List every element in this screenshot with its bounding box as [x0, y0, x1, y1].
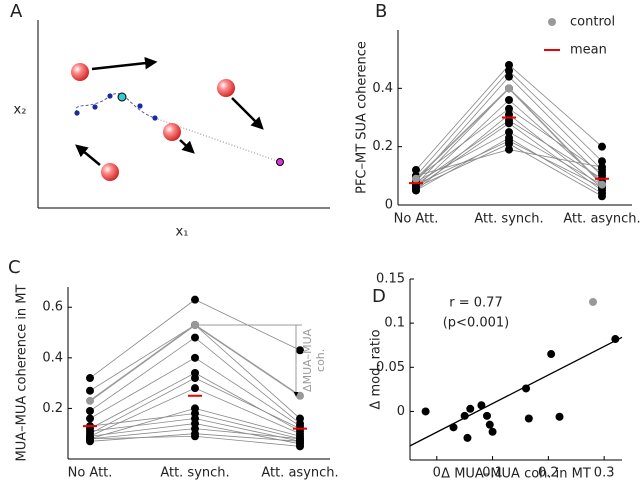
- y-tick-label: 0: [385, 198, 393, 213]
- panel-a: A x₂ x₁: [10, 1, 330, 240]
- point: [191, 333, 199, 342]
- end-dot: [276, 158, 284, 166]
- point: [588, 297, 597, 306]
- point: [485, 420, 494, 429]
- point: [477, 401, 486, 410]
- y-label: PFC–MT SUA coherence: [355, 41, 370, 194]
- point: [598, 163, 606, 172]
- point: [505, 72, 513, 81]
- point: [191, 432, 199, 441]
- start-dot: [117, 92, 127, 102]
- x-label: Δ MUA–MUA coh. in MT: [441, 467, 591, 482]
- y-tick-label: 0: [397, 404, 405, 419]
- trajectory-dots: [74, 93, 158, 121]
- point: [296, 346, 304, 355]
- point: [488, 427, 497, 436]
- annotation: ΔMUA–MUA: [301, 328, 314, 392]
- trajectory: [154, 117, 281, 163]
- point: [505, 84, 513, 93]
- point: [505, 128, 513, 137]
- point: [86, 406, 94, 415]
- annotation: coh.: [314, 349, 327, 372]
- x-tick-label: 0.1: [482, 466, 503, 481]
- y-tick-label: 0.2: [42, 401, 63, 416]
- point: [86, 386, 94, 395]
- point: [460, 411, 469, 420]
- y-tick-label: 0.1: [384, 316, 405, 331]
- point: [505, 61, 513, 69]
- point: [611, 335, 620, 344]
- point: [412, 183, 420, 192]
- x-tick-label: Att. synch.: [160, 466, 229, 481]
- x-tick-label: 0.2: [538, 466, 559, 481]
- x-tick-label: 0.3: [594, 466, 615, 481]
- x-tick-label: No Att.: [394, 212, 439, 227]
- y-tick-label: 0.6: [42, 300, 63, 315]
- point: [412, 174, 420, 183]
- y-tick-label: 0.05: [376, 360, 405, 375]
- point: [86, 434, 94, 443]
- point: [598, 157, 606, 166]
- point: [598, 168, 606, 177]
- legend-label: control: [570, 15, 615, 30]
- point: [449, 423, 458, 432]
- arrows: [75, 56, 264, 166]
- fit-line: [409, 336, 623, 447]
- point: [547, 350, 556, 359]
- point: [505, 119, 513, 128]
- point: [191, 353, 199, 362]
- point: [505, 139, 513, 148]
- point: [505, 104, 513, 113]
- point: [191, 295, 199, 304]
- y-tick-label: 0.4: [42, 350, 63, 365]
- point: [505, 96, 513, 104]
- point: [296, 442, 304, 451]
- point: [598, 142, 606, 151]
- y-label: x₂: [14, 103, 27, 118]
- point: [522, 384, 531, 393]
- x-tick-label: Att. synch.: [474, 212, 543, 227]
- y-label: MUA–MUA coherence in MT: [15, 284, 30, 461]
- point: [191, 374, 199, 383]
- point: [466, 404, 475, 413]
- y-tick-label: 0.15: [376, 272, 405, 287]
- annotation: (p<0.001): [443, 316, 510, 331]
- legend-swatch: [548, 18, 556, 26]
- point: [412, 166, 420, 174]
- panel-letter: D: [372, 286, 386, 307]
- point: [86, 396, 94, 405]
- point: [86, 414, 94, 423]
- point: [524, 414, 533, 423]
- point: [86, 374, 94, 383]
- panel-letter: C: [8, 257, 21, 278]
- point: [191, 384, 199, 393]
- point: [505, 145, 513, 154]
- point: [463, 433, 472, 442]
- point: [296, 391, 304, 400]
- trajectory: [75, 93, 156, 119]
- point: [421, 407, 430, 416]
- x-label: x₁: [176, 225, 189, 240]
- y-tick-label: 0.4: [372, 81, 393, 96]
- point: [482, 411, 491, 420]
- legend-label: mean: [570, 43, 607, 58]
- y-tick-label: 0.2: [372, 139, 393, 154]
- annotation: r = 0.77: [449, 296, 502, 311]
- x-tick-label: Att. asynch.: [261, 466, 338, 481]
- x-tick-label: No Att.: [68, 466, 113, 481]
- y-label: Δ mod. ratio: [369, 329, 384, 409]
- point: [598, 192, 606, 201]
- point: [598, 180, 606, 189]
- point: [555, 412, 564, 421]
- x-tick-label: 0: [433, 466, 441, 481]
- x-tick-label: Att. asynch.: [563, 212, 640, 227]
- spheres: [71, 63, 235, 181]
- point: [505, 66, 513, 75]
- panel-letter: A: [10, 1, 23, 22]
- panel-letter: B: [375, 1, 387, 22]
